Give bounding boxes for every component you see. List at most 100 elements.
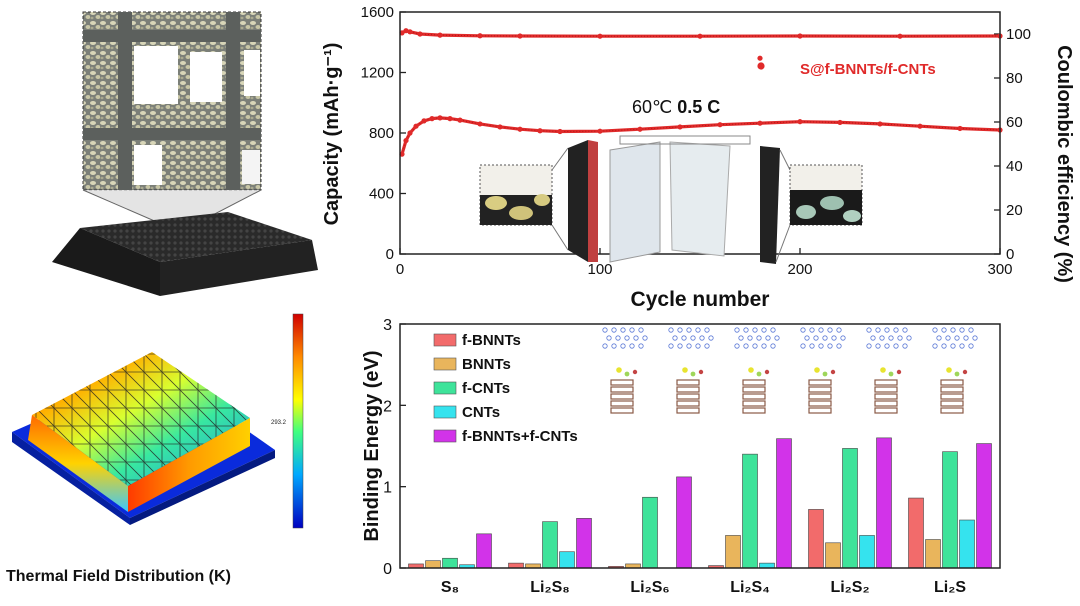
y2-tick-label: 80 <box>1006 70 1023 87</box>
legend-swatch <box>433 429 457 443</box>
annotation-temperature: 60℃ <box>632 97 677 117</box>
y-tick-label: 400 <box>369 186 394 203</box>
bar-f-cnts <box>442 557 458 569</box>
bar-f-bnnts-f-cnts <box>976 443 992 569</box>
data-point-capacity <box>407 130 413 136</box>
data-point-efficiency <box>597 33 603 39</box>
data-point-capacity <box>447 116 453 122</box>
condition-annotation: 60℃ 0.5 C <box>632 97 720 117</box>
bar-bnnts <box>925 539 941 569</box>
data-point-capacity <box>429 116 435 122</box>
x-tick-label: 100 <box>587 261 612 278</box>
bar-f-cnts <box>742 453 758 569</box>
data-point-capacity <box>477 121 483 127</box>
legend-swatch <box>433 357 457 371</box>
bar-bnnts <box>725 535 741 569</box>
data-point-capacity <box>421 118 427 124</box>
data-point-capacity <box>497 124 503 130</box>
bar-bnnts <box>425 560 441 569</box>
bar-f-bnnts-f-cnts <box>876 437 892 569</box>
bar-f-cnts <box>942 451 958 569</box>
data-point-capacity <box>677 124 683 130</box>
data-point-capacity <box>457 117 463 123</box>
legend-swatch <box>433 405 457 419</box>
data-point-capacity <box>877 121 883 127</box>
cycling-x-label: Cycle number <box>631 288 770 311</box>
data-point-efficiency <box>403 28 409 34</box>
data-point-capacity <box>797 119 803 125</box>
cell-schematic-inset <box>479 135 863 264</box>
data-point-capacity <box>637 126 643 132</box>
bar-f-bnnts-f-cnts <box>676 476 692 569</box>
data-point-capacity <box>837 119 843 126</box>
thermal-panel: 293.2 Thermal Field Distribution (K) <box>0 300 320 601</box>
data-point-efficiency <box>477 33 483 39</box>
bar-f-bnnts-f-cnts <box>476 533 492 569</box>
data-point-efficiency <box>417 31 423 37</box>
adsorption-structure <box>866 327 912 414</box>
bar-f-bnnts <box>808 509 824 569</box>
data-point-capacity <box>537 128 543 134</box>
legend-label: CNTs <box>462 404 500 421</box>
y2-tick-label: 0 <box>1006 246 1014 263</box>
binding-chart-svg: 0 1 2 3 S₈ Li₂S₈ Li₂S₆ Li₂S₄ Li₂S₂ Li₂S f-BNNTs BN… <box>361 317 1001 596</box>
legend-label: BNNTs <box>462 356 511 373</box>
thermal-illustration: 293.2 Thermal Field Distribution (K) <box>6 313 304 585</box>
x-tick-label: Li₂S₄ <box>730 579 770 596</box>
sem-illustration <box>52 11 318 296</box>
bar-f-cnts <box>642 496 658 569</box>
cycling-y2-label: Coulombic efficiency (%) <box>1053 45 1075 283</box>
y2-tick-label: 40 <box>1006 158 1023 175</box>
data-point-capacity <box>957 125 963 132</box>
legend-marker <box>757 62 765 70</box>
x-tick-label: S₈ <box>441 579 459 596</box>
colorbar-tick: 293.2 <box>271 420 287 426</box>
binding-y-label: Binding Energy (eV) <box>361 350 383 541</box>
cycling-y-label: Capacity (mAh·g⁻¹) <box>321 43 343 226</box>
cycling-plot-frame <box>399 11 1001 255</box>
bar-f-cnts <box>542 521 558 569</box>
adsorption-structure <box>668 327 714 414</box>
colorbar <box>292 313 304 529</box>
x-tick-label: 0 <box>396 261 404 278</box>
x-tick-label: Li₂S₂ <box>830 579 869 596</box>
legend-label: S@f-BNNTs/f-CNTs <box>800 61 936 78</box>
bar-cnts <box>959 519 975 569</box>
data-point-efficiency <box>797 33 803 39</box>
bar-cnts <box>559 551 575 569</box>
adsorption-structure <box>932 327 978 414</box>
data-point-capacity <box>517 126 523 132</box>
y-tick-label: 800 <box>369 125 394 142</box>
x-tick-label: Li₂S <box>934 579 966 596</box>
data-point-efficiency <box>757 55 763 61</box>
adsorption-structure <box>800 327 846 414</box>
y2-tick-label: 60 <box>1006 114 1023 131</box>
binding-plot-frame <box>399 323 1001 569</box>
data-point-efficiency <box>697 33 703 39</box>
x-tick-label: Li₂S₆ <box>630 579 669 596</box>
bar-bnnts <box>825 542 841 569</box>
bar-f-bnnts-f-cnts <box>776 438 792 569</box>
x-tick-label: Li₂S₈ <box>530 579 570 596</box>
cycling-chart: 0 100 200 300 0 400 800 1200 1600 0 20 40 60 80 100 <box>320 0 1080 318</box>
data-point-capacity <box>597 128 603 134</box>
data-point-capacity <box>413 123 419 129</box>
legend-label: f-BNNTs+f-CNTs <box>462 428 578 445</box>
data-point-capacity <box>717 122 723 128</box>
y-tick-label: 1600 <box>361 4 394 21</box>
legend-swatch <box>433 381 457 395</box>
legend-swatch <box>433 333 457 347</box>
y-tick-label: 1200 <box>361 65 394 82</box>
bar-f-bnnts <box>908 497 924 569</box>
y-tick-label: 2 <box>383 398 392 415</box>
data-point-efficiency <box>407 29 413 35</box>
binding-chart: 0 1 2 3 S₈ Li₂S₈ Li₂S₆ Li₂S₄ Li₂S₂ Li₂S f-BNNTs BN… <box>320 310 1080 601</box>
y-tick-label: 1 <box>383 480 392 497</box>
sem-panel <box>40 0 320 300</box>
x-tick-label: 200 <box>787 261 812 278</box>
thermal-caption: Thermal Field Distribution (K) <box>6 568 231 585</box>
adsorption-structure <box>734 327 780 414</box>
data-point-capacity <box>437 115 443 121</box>
data-point-capacity <box>403 137 409 144</box>
